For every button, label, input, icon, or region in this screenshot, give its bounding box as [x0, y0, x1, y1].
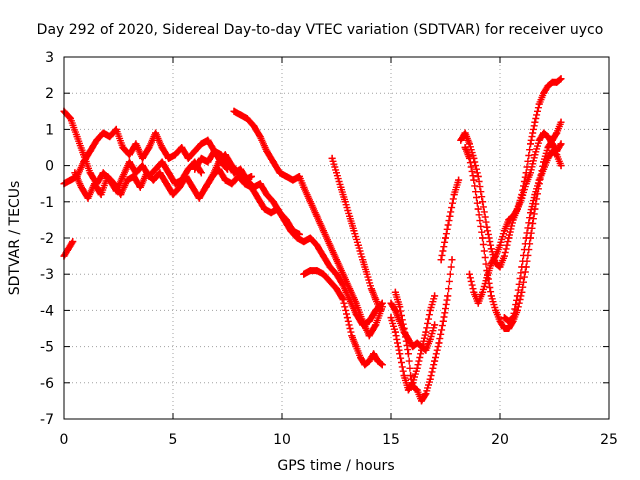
data-marks — [60, 75, 565, 405]
series-arc-2 — [60, 238, 77, 260]
series-markers — [437, 176, 463, 264]
x-tick-label: 0 — [60, 432, 69, 448]
series-arc-7 — [230, 107, 386, 340]
series-markers — [500, 147, 565, 325]
x-tick-label: 20 — [491, 432, 509, 448]
series-arc-12 — [387, 292, 439, 394]
y-tick-label: 0 — [45, 159, 54, 175]
y-tick-label: 2 — [45, 86, 54, 102]
y-tick-label: -3 — [40, 267, 54, 283]
series-markers — [300, 267, 386, 369]
series-markers — [387, 292, 439, 394]
series-markers — [60, 238, 77, 260]
series-arc-9 — [300, 267, 386, 369]
x-tick-label: 15 — [382, 432, 400, 448]
y-tick-label: -2 — [40, 231, 54, 247]
y-tick-label: -5 — [40, 340, 54, 356]
x-tick-label: 5 — [169, 432, 178, 448]
y-tick-label: -4 — [40, 303, 54, 319]
y-tick-label: 1 — [45, 122, 54, 138]
series-markers — [328, 154, 384, 314]
x-axis-label: GPS time / hours — [277, 458, 394, 474]
series-markers — [230, 107, 386, 340]
x-tick-label: 25 — [600, 432, 618, 448]
chart-title: Day 292 of 2020, Sidereal Day-to-day VTE… — [37, 22, 604, 38]
series-arc-17 — [500, 147, 565, 325]
y-tick-label: -6 — [40, 376, 54, 392]
y-tick-label: -7 — [40, 412, 54, 428]
series-markers — [466, 129, 565, 307]
y-tick-label: 3 — [45, 50, 54, 66]
series-arc-13 — [437, 176, 463, 264]
x-tick-label: 10 — [273, 432, 291, 448]
series-arc-8 — [328, 154, 384, 314]
y-tick-label: -1 — [40, 195, 54, 211]
y-axis-label: SDTVAR / TECUs — [7, 181, 23, 296]
series-arc-16 — [465, 129, 565, 307]
series-arc-4 — [71, 151, 255, 202]
